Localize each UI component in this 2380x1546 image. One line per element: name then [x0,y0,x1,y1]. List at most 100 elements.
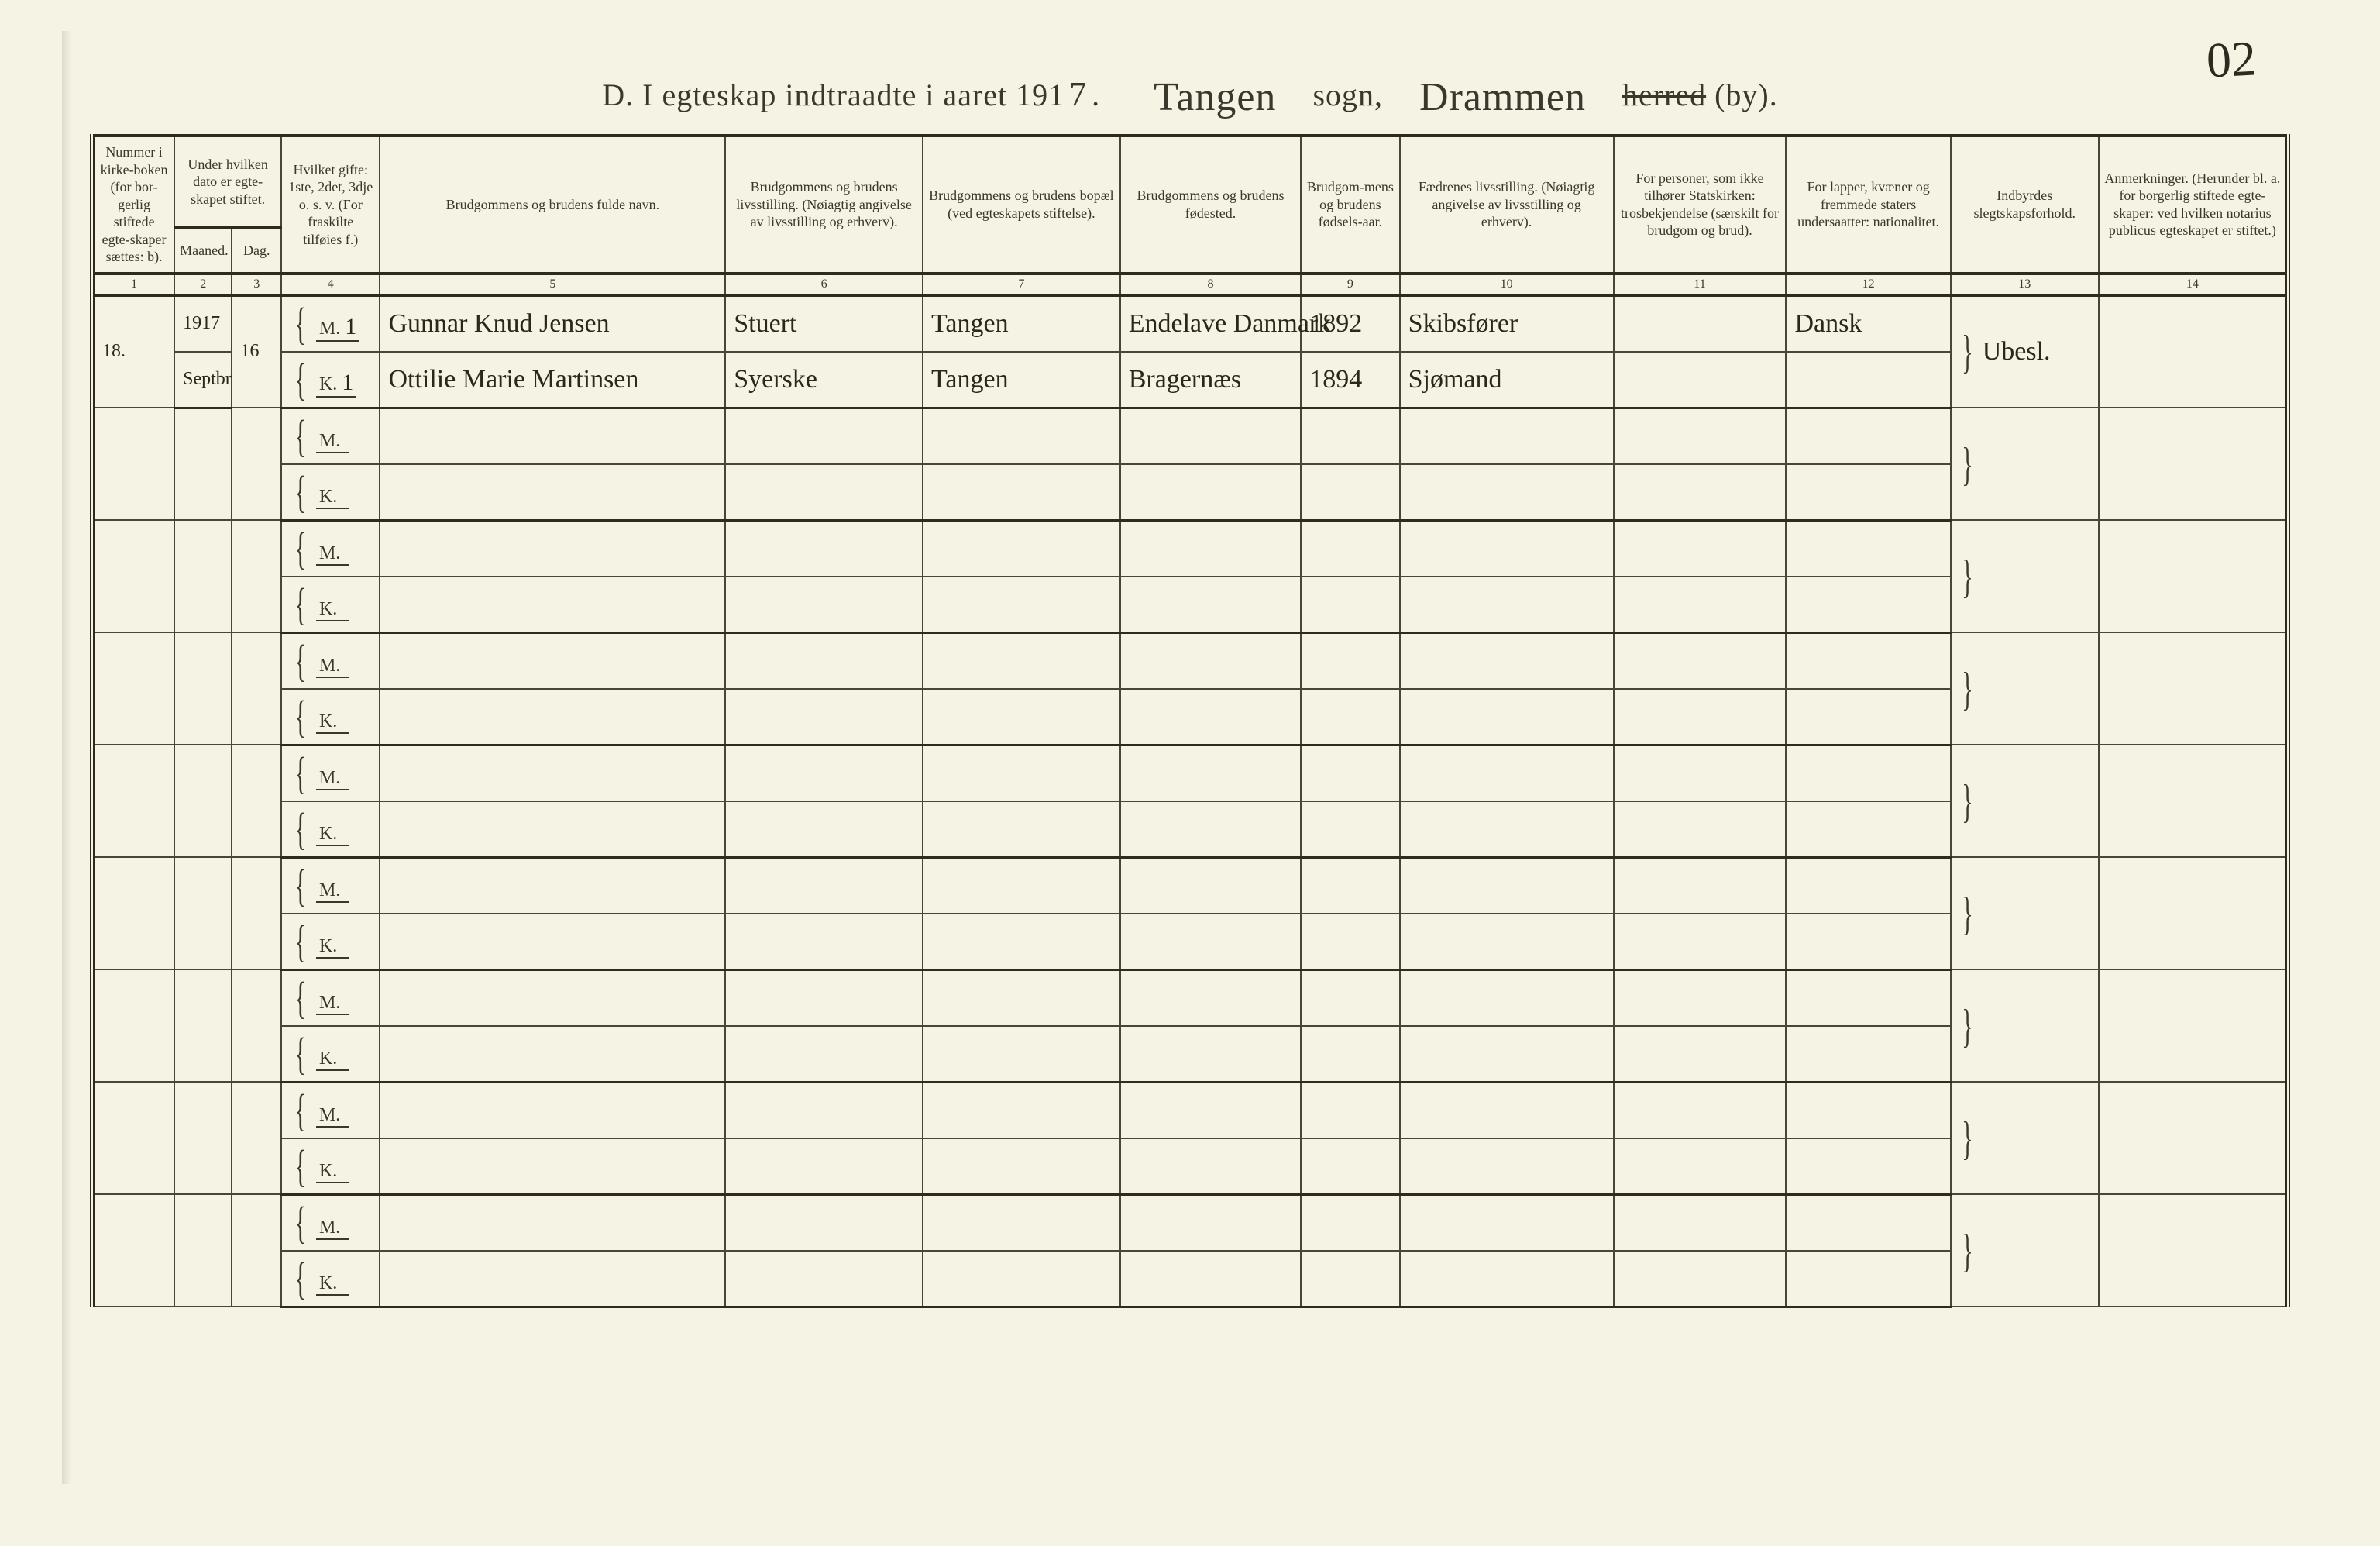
blank-row-groom: {M.} [92,408,2288,464]
blank-c12-m [1786,632,1950,689]
blank-c8-k [1120,801,1302,858]
blank-c5-k [380,1026,725,1083]
herred-struck: herred [1622,77,1706,113]
blank-c11-m [1614,745,1787,801]
col-header-10: Fædrenes livsstilling. (Nøiagtig angivel… [1400,136,1614,274]
blank-c8-k [1120,914,1302,970]
colnum-7: 7 [923,274,1120,295]
blank-c9-m [1301,632,1399,689]
blank-c6-m [725,520,923,577]
parish-name-hand: Tangen [1143,74,1287,120]
blank-c4-m: {M. [281,520,380,577]
blank-c10-k [1400,577,1614,633]
blank-c6-m [725,408,923,464]
blank-row-groom: {M.} [92,1082,2288,1138]
blank-c11-m [1614,632,1787,689]
entry-byr-k: 1894 [1301,352,1399,408]
blank-c1 [92,745,174,857]
blank-c9-k [1301,464,1399,521]
blank-c11-k [1614,464,1787,521]
blank-c8-m [1120,408,1302,464]
entry-row-groom: 18.191716{M. 1Gunnar Knud JensenStuertTa… [92,295,2288,352]
blank-c5-k [380,577,725,633]
colnum-8: 8 [1120,274,1302,295]
blank-c8-m [1120,857,1302,914]
blank-c4-m: {M. [281,632,380,689]
blank-c4-k: {K. [281,577,380,633]
colnum-6: 6 [725,274,923,295]
col-header-7: Brudgommens og brudens bopæl (ved egtesk… [923,136,1120,274]
blank-row-groom: {M.} [92,520,2288,577]
entry-gifte-m: {M. 1 [281,295,380,352]
blank-row-groom: {M.} [92,857,2288,914]
blank-c9-k [1301,801,1399,858]
blank-c7-m [923,1194,1120,1251]
sogn-label: sogn, [1312,77,1383,113]
blank-c1 [92,857,174,969]
blank-c12-k [1786,914,1950,970]
blank-c14 [2099,1082,2288,1194]
entry-remarks [2099,295,2288,408]
blank-c4-m: {M. [281,969,380,1026]
col-header-9: Brudgom-mens og brudens fødsels-aar. [1301,136,1399,274]
ledger-page: 02 D. I egteskap indtraadte i aaret 1917… [0,0,2380,1546]
blank-c9-k [1301,1026,1399,1083]
blank-c7-k [923,914,1120,970]
blank-c3 [232,745,281,857]
entry-faith-m [1614,295,1787,352]
colnum-4: 4 [281,274,380,295]
blank-c10-k [1400,801,1614,858]
blank-c14 [2099,520,2288,632]
blank-c2 [174,632,232,745]
blank-c6-k [725,1251,923,1307]
blank-c10-k [1400,1138,1614,1195]
blank-c7-k [923,464,1120,521]
blank-c9-m [1301,408,1399,464]
blank-c7-m [923,857,1120,914]
blank-c11-k [1614,1251,1787,1307]
blank-c7-k [923,1026,1120,1083]
blank-c2 [174,1082,232,1194]
blank-c12-k [1786,577,1950,633]
col-header-14: Anmerkninger. (Herunder bl. a. for borge… [2099,136,2288,274]
blank-c7-m [923,969,1120,1026]
blank-c9-m [1301,745,1399,801]
colnum-3: 3 [232,274,281,295]
colnum-14: 14 [2099,274,2288,295]
blank-c3 [232,520,281,632]
blank-c4-k: {K. [281,689,380,745]
entry-gifte-k: {K. 1 [281,352,380,408]
blank-c1 [92,1194,174,1307]
blank-c8-k [1120,1026,1302,1083]
blank-c11-k [1614,1026,1787,1083]
entry-day: 16 [232,295,281,408]
blank-c11-k [1614,801,1787,858]
blank-c13: } [1951,632,2099,745]
blank-c11-m [1614,857,1787,914]
col-header-12: For lapper, kvæner og fremmede staters u… [1786,136,1950,274]
blank-c6-k [725,1026,923,1083]
blank-c4-k: {K. [281,1026,380,1083]
blank-c8-m [1120,969,1302,1026]
entry-fath-k: Sjømand [1400,352,1614,408]
blank-c13: } [1951,408,2099,520]
blank-c3 [232,408,281,520]
blank-c7-m [923,520,1120,577]
blank-c8-m [1120,520,1302,577]
blank-c13: } [1951,1082,2099,1194]
blank-c3 [232,857,281,969]
colnum-1: 1 [92,274,174,295]
blank-row-groom: {M.} [92,1194,2288,1251]
blank-c4-k: {K. [281,1251,380,1307]
blank-c8-k [1120,1138,1302,1195]
blank-c9-k [1301,1251,1399,1307]
blank-c5-m [380,632,725,689]
blank-c10-m [1400,857,1614,914]
col-header-1: Nummer i kirke-boken (for bor-gerlig sti… [92,136,174,274]
blank-c5-k [380,801,725,858]
blank-c2 [174,520,232,632]
blank-c11-m [1614,520,1787,577]
col-header-5: Brudgommens og brudens fulde navn. [380,136,725,274]
blank-c14 [2099,745,2288,857]
blank-c4-m: {M. [281,408,380,464]
